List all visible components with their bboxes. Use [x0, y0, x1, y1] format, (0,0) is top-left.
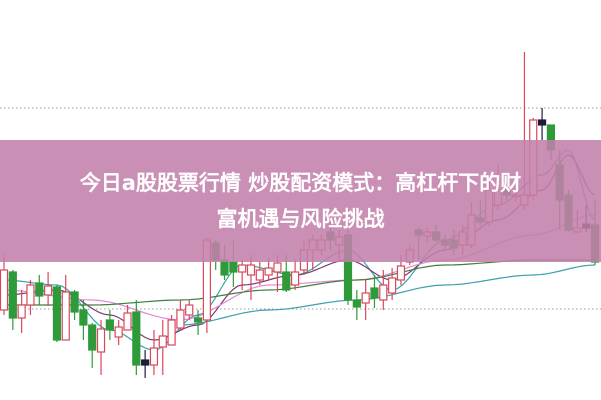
banner-title-line-2: 富机遇与风险挑战	[216, 207, 385, 231]
candle-body	[44, 285, 53, 296]
candle-body	[193, 317, 203, 323]
candle-body	[290, 271, 300, 286]
candle-body	[229, 261, 238, 273]
candle-body	[246, 264, 256, 276]
candle-body	[396, 265, 406, 281]
candle-body	[220, 259, 229, 276]
candle-body	[0, 269, 9, 311]
moving-average-line	[4, 259, 595, 306]
candle-body	[167, 319, 176, 346]
candle-body	[264, 267, 273, 276]
candle-body	[185, 304, 194, 316]
candle-body	[79, 309, 88, 326]
candle-body	[255, 269, 264, 281]
candle-body	[176, 309, 185, 329]
candle-body	[17, 304, 26, 319]
candle-body	[273, 262, 282, 273]
candle-body	[35, 282, 44, 297]
candle-body	[388, 277, 397, 294]
candle-body	[88, 324, 97, 351]
moving-average-line	[180, 264, 596, 326]
candle-body	[70, 291, 79, 313]
candle-body	[370, 287, 379, 299]
candle-body	[379, 284, 388, 301]
candle-body	[132, 311, 141, 366]
candle-body	[8, 271, 17, 319]
candle-body	[96, 328, 106, 353]
candle-body	[361, 292, 370, 304]
candle-body	[26, 284, 35, 306]
banner-title-line-1: 今日a股股票行情 炒股配资模式：高杠杆下的财	[79, 171, 522, 195]
candle-body	[52, 286, 62, 341]
candle-body	[537, 119, 547, 126]
title-banner: 今日a股股票行情 炒股配资模式：高杠杆下的财 富机遇与风险挑战	[0, 140, 601, 262]
candle-body	[123, 312, 132, 331]
candle-body	[141, 359, 150, 366]
candle-body	[105, 319, 114, 331]
candle-body	[158, 335, 167, 348]
candle-body	[282, 271, 291, 291]
candle-body	[61, 291, 70, 341]
candle-body	[114, 326, 123, 338]
candle-body	[149, 347, 159, 366]
candle-body	[352, 299, 361, 308]
candle-body	[238, 264, 247, 273]
